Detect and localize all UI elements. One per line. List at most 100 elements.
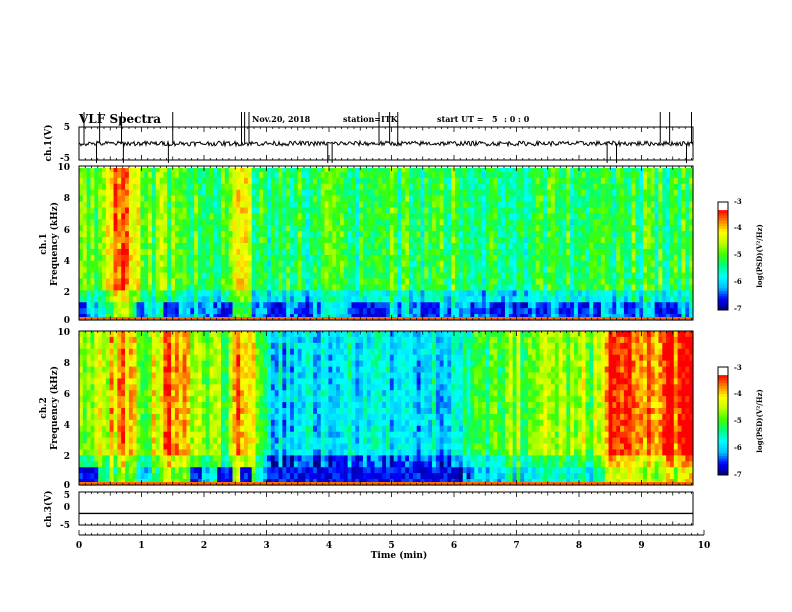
spectrogram-cell xyxy=(524,278,529,286)
spectrogram-cell xyxy=(155,302,161,309)
spectrogram-cell xyxy=(297,278,303,286)
spectrogram-cell xyxy=(512,231,518,238)
spectrogram-cell xyxy=(167,225,172,232)
spectrogram-cell xyxy=(94,419,99,427)
spectrogram-cell xyxy=(128,243,134,250)
spectrogram-cell xyxy=(527,260,533,268)
spectrogram-cell xyxy=(370,302,376,309)
spectrogram-cell xyxy=(623,284,629,291)
spectrogram-cell xyxy=(677,207,683,214)
spectrogram-cell xyxy=(117,302,122,309)
spectrogram-cell xyxy=(362,231,368,238)
spectrogram-cell xyxy=(205,290,211,297)
spectrogram-cell xyxy=(551,284,556,291)
spectrogram-cell xyxy=(497,284,502,291)
spectrogram-cell xyxy=(155,183,161,191)
spectrogram-cell xyxy=(635,248,640,256)
spectrogram-cell xyxy=(159,302,165,309)
spectrogram-cell xyxy=(332,219,337,226)
spectrogram-cell xyxy=(105,248,111,256)
spectrogram-cell xyxy=(125,461,130,468)
spectrogram-cell xyxy=(554,290,560,297)
spectrogram-cell xyxy=(485,284,491,291)
spectrogram-cell xyxy=(339,201,345,209)
spectrogram-cell xyxy=(125,260,130,268)
spectrogram-cell xyxy=(374,308,379,315)
spectrogram-cell xyxy=(332,166,337,173)
spectrogram-cell xyxy=(132,166,138,173)
spectrogram-cell xyxy=(205,302,211,309)
spectrogram-cell xyxy=(420,243,425,250)
spectrogram-cell xyxy=(554,195,560,203)
spectrogram-cell xyxy=(178,248,184,256)
spectrogram-cell xyxy=(681,266,686,274)
spectrogram-cell xyxy=(466,248,472,256)
spectrogram-cell xyxy=(623,213,629,220)
spectrogram-cell xyxy=(286,189,291,197)
spectrogram-cell xyxy=(274,284,280,291)
spectrogram-cell xyxy=(178,213,184,220)
spectrogram-cell xyxy=(105,260,111,268)
spectrogram-cell xyxy=(535,171,541,179)
spectrogram-cell xyxy=(94,390,99,397)
spectrogram-cell xyxy=(105,166,111,173)
spectrogram-cell xyxy=(209,225,214,232)
spectrogram-cell xyxy=(232,260,237,268)
spectrogram-cell xyxy=(470,225,475,232)
spectrogram-cell xyxy=(531,195,537,203)
spectrogram-cell xyxy=(125,455,130,462)
spectrogram-cell xyxy=(320,195,326,203)
spectrogram-cell xyxy=(98,431,103,439)
spectrogram-cell xyxy=(631,272,637,280)
spectrogram-cell xyxy=(121,455,126,462)
spectrogram-cell xyxy=(535,231,541,238)
spectrogram-cell xyxy=(305,183,310,191)
spectrogram-cell xyxy=(650,284,656,291)
spectrogram-cell xyxy=(501,302,506,309)
spectrogram-cell xyxy=(105,402,111,409)
spectrogram-cell xyxy=(474,189,479,197)
spectrogram-cell xyxy=(228,266,234,274)
spectrogram-cell xyxy=(132,308,138,315)
spectrogram-cell xyxy=(351,296,356,303)
spectrogram-cell xyxy=(359,254,364,262)
spectrogram-cell xyxy=(455,296,460,303)
spectrogram-cell xyxy=(167,237,172,244)
spectrogram-cell xyxy=(117,260,122,268)
spectrogram-cell xyxy=(654,183,660,191)
spectrogram-cell xyxy=(267,183,272,191)
spectrogram-cell xyxy=(121,177,126,185)
spectrogram-cell xyxy=(355,231,360,238)
spectrogram-cell xyxy=(305,189,310,197)
spectrogram-cell xyxy=(113,278,118,286)
spectrogram-cell xyxy=(470,260,475,268)
spectrogram-cell xyxy=(616,308,621,315)
spectrogram-cell xyxy=(669,189,675,197)
spectrogram-cell xyxy=(290,219,295,226)
spectrogram-cell xyxy=(178,296,184,303)
spectrogram-cell xyxy=(432,213,437,220)
spectrogram-cell xyxy=(109,225,115,232)
spectrogram-cell xyxy=(82,473,88,480)
spectrogram-cell xyxy=(658,272,663,280)
spectrogram-cell xyxy=(570,302,575,309)
spectrogram-cell xyxy=(163,278,168,286)
spectrogram-cell xyxy=(186,219,191,226)
spectrogram-cell xyxy=(574,166,579,173)
spectrogram-cell xyxy=(136,225,141,232)
spectrogram-cell xyxy=(290,231,295,238)
spectrogram-cell xyxy=(643,195,648,203)
spectrogram-cell xyxy=(148,248,153,256)
spectrogram-cell xyxy=(489,284,495,291)
spectrogram-cell xyxy=(182,189,188,197)
spectrogram-cell xyxy=(174,260,180,268)
spectrogram-cell xyxy=(136,284,141,291)
spectrogram-cell xyxy=(140,272,145,280)
spectrogram-cell xyxy=(79,366,84,374)
spectrogram-cell xyxy=(144,254,149,262)
spectrogram-cell xyxy=(167,171,172,179)
spectrogram-cell xyxy=(324,219,330,226)
spectrogram-cell xyxy=(236,225,241,232)
spectrogram-cell xyxy=(447,266,452,274)
spectrogram-cell xyxy=(439,272,445,280)
